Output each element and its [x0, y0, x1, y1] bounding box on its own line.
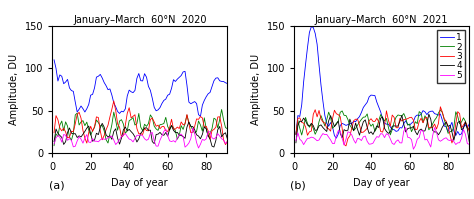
4	[314, 129, 320, 131]
2	[316, 120, 322, 123]
X-axis label: Day of year: Day of year	[353, 178, 410, 188]
1	[309, 25, 314, 28]
3	[334, 113, 339, 115]
Line: 2: 2	[296, 110, 469, 135]
Text: (b): (b)	[291, 181, 306, 191]
1	[466, 123, 472, 125]
1	[293, 133, 299, 136]
5	[403, 126, 409, 129]
4	[334, 123, 339, 125]
4	[463, 121, 468, 123]
3	[438, 105, 443, 108]
3	[314, 116, 320, 118]
4	[466, 140, 472, 143]
5	[465, 142, 470, 145]
Legend: 1, 2, 3, 4, 5: 1, 2, 3, 4, 5	[438, 30, 465, 83]
5	[393, 140, 399, 142]
X-axis label: Day of year: Day of year	[111, 178, 168, 188]
2	[395, 114, 401, 116]
Text: (a): (a)	[49, 181, 64, 191]
1	[337, 124, 343, 127]
4	[441, 123, 447, 126]
5	[410, 148, 416, 150]
1	[334, 137, 339, 139]
Title: January–March  60°N  2020: January–March 60°N 2020	[73, 15, 207, 25]
Title: January–March  60°N  2021: January–March 60°N 2021	[315, 15, 448, 25]
5	[293, 139, 299, 142]
5	[466, 143, 472, 145]
1	[443, 126, 449, 128]
3	[343, 145, 349, 147]
4	[337, 132, 343, 135]
Y-axis label: Amplitude, DU: Amplitude, DU	[9, 54, 19, 125]
Line: 3: 3	[296, 107, 469, 146]
2	[466, 129, 472, 131]
1	[316, 64, 322, 66]
2	[299, 134, 305, 136]
2	[443, 125, 449, 127]
3	[466, 130, 472, 133]
4	[293, 142, 299, 144]
2	[293, 133, 299, 135]
3	[395, 127, 401, 129]
3	[293, 133, 299, 135]
3	[443, 120, 449, 122]
5	[337, 130, 343, 133]
3	[337, 115, 343, 118]
1	[465, 127, 470, 129]
1	[341, 123, 347, 126]
Line: 4: 4	[296, 114, 469, 143]
1	[397, 126, 403, 129]
5	[443, 137, 449, 139]
2	[438, 109, 443, 111]
5	[334, 135, 339, 137]
2	[336, 120, 341, 122]
3	[465, 125, 470, 127]
Line: 5: 5	[296, 128, 469, 149]
Y-axis label: Amplitude, DU: Amplitude, DU	[251, 54, 261, 125]
4	[426, 113, 432, 115]
Line: 1: 1	[296, 27, 469, 138]
2	[339, 110, 345, 112]
4	[465, 128, 470, 130]
2	[465, 126, 470, 129]
5	[314, 139, 320, 142]
